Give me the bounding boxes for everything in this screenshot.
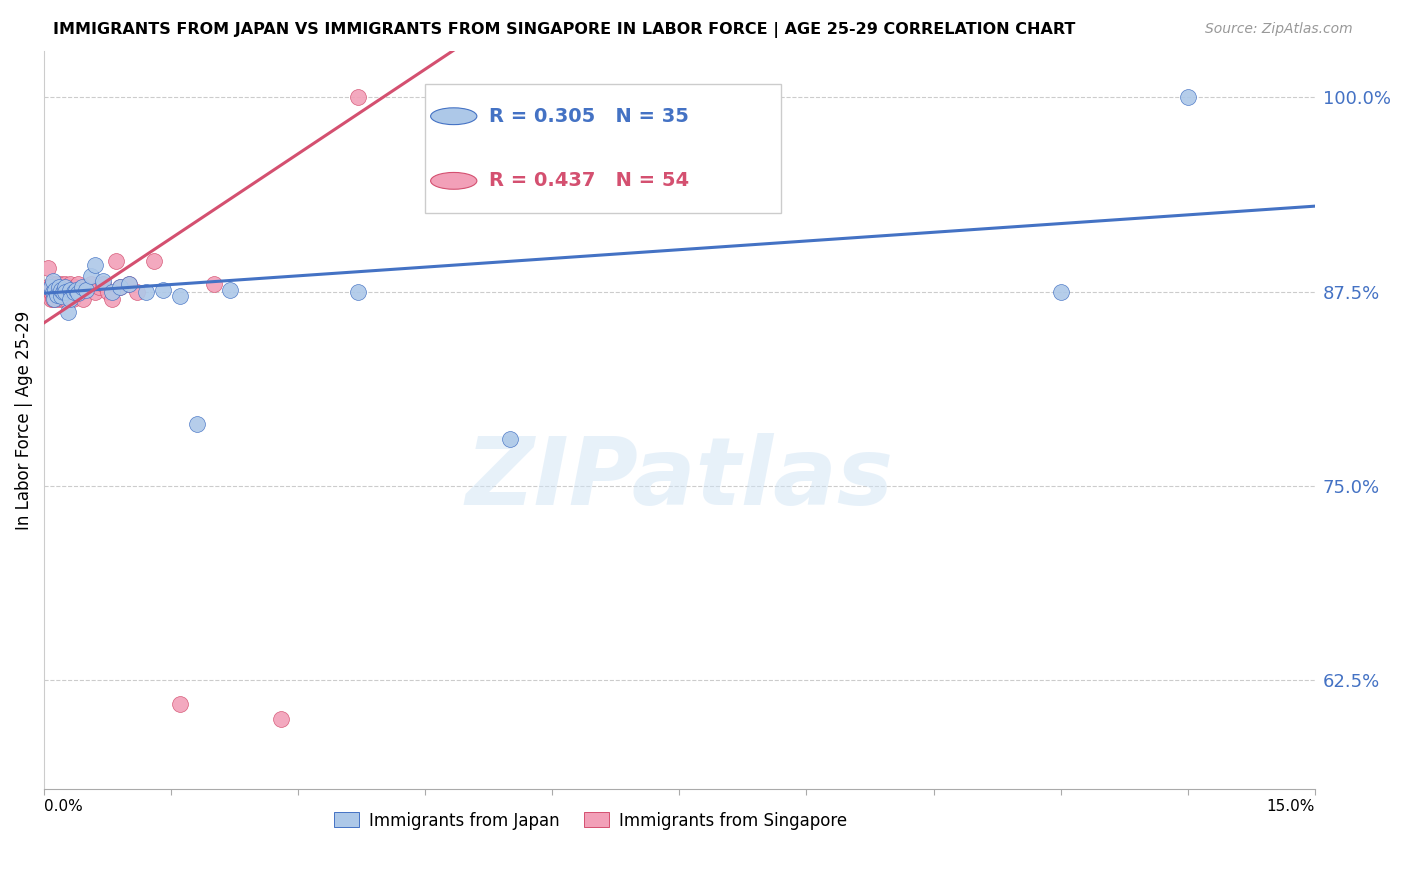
Point — [45, 280, 67, 294]
Point — [75, 283, 97, 297]
Point — [66, 286, 89, 301]
Point — [1177, 90, 1199, 104]
Point — [80, 269, 103, 284]
Point — [41, 280, 63, 294]
Point — [62, 285, 84, 299]
Point — [346, 285, 368, 299]
Point — [55, 293, 77, 307]
Point — [1049, 285, 1071, 299]
Point — [110, 280, 132, 294]
Point — [44, 285, 66, 299]
Point — [53, 285, 76, 299]
Point — [58, 277, 80, 291]
Point — [38, 285, 60, 299]
Point — [44, 293, 66, 307]
Point — [186, 417, 208, 431]
Point — [41, 285, 63, 299]
Point — [37, 261, 59, 276]
Text: 15.0%: 15.0% — [1267, 798, 1315, 814]
Point — [53, 280, 76, 294]
Point — [75, 280, 97, 294]
Point — [66, 277, 89, 291]
Point — [84, 258, 107, 272]
Point — [169, 697, 191, 711]
Point — [41, 285, 63, 299]
Legend: Immigrants from Japan, Immigrants from Singapore: Immigrants from Japan, Immigrants from S… — [328, 805, 853, 837]
Point — [49, 283, 72, 297]
Point — [53, 285, 76, 299]
Point — [52, 280, 75, 294]
Point — [105, 253, 128, 268]
Point — [56, 305, 79, 319]
Point — [169, 289, 191, 303]
Point — [63, 280, 86, 294]
Point — [80, 277, 103, 291]
Point — [97, 285, 120, 299]
Point — [39, 285, 62, 299]
Point — [118, 277, 141, 291]
Point — [152, 283, 174, 297]
Point — [135, 285, 157, 299]
Text: Source: ZipAtlas.com: Source: ZipAtlas.com — [1205, 22, 1353, 37]
Point — [46, 285, 69, 299]
Point — [219, 283, 242, 297]
Point — [51, 285, 73, 299]
Point — [72, 293, 94, 307]
Point — [35, 285, 58, 299]
Point — [56, 285, 79, 299]
Point — [48, 293, 70, 307]
Point — [101, 285, 124, 299]
Point — [65, 285, 87, 299]
Y-axis label: In Labor Force | Age 25-29: In Labor Force | Age 25-29 — [15, 310, 32, 530]
Point — [69, 285, 91, 299]
Point — [84, 285, 107, 299]
Text: 0.0%: 0.0% — [44, 798, 83, 814]
Point — [270, 712, 292, 726]
Point — [118, 277, 141, 291]
Point — [62, 293, 84, 307]
Point — [49, 289, 72, 303]
Point — [48, 280, 70, 294]
Point — [56, 280, 79, 294]
Point — [58, 293, 80, 307]
Point — [44, 283, 66, 297]
Point — [110, 280, 132, 294]
Point — [60, 285, 83, 299]
Text: ZIPatlas: ZIPatlas — [465, 433, 893, 525]
Text: IMMIGRANTS FROM JAPAN VS IMMIGRANTS FROM SINGAPORE IN LABOR FORCE | AGE 25-29 CO: IMMIGRANTS FROM JAPAN VS IMMIGRANTS FROM… — [53, 22, 1076, 38]
Point — [65, 283, 87, 297]
Point — [45, 277, 67, 291]
Point — [49, 277, 72, 291]
Point — [35, 280, 58, 294]
Point — [39, 280, 62, 294]
Point — [52, 293, 75, 307]
Point — [70, 280, 93, 294]
Point — [202, 277, 225, 291]
Point — [101, 293, 124, 307]
Point — [89, 280, 111, 294]
Point — [127, 285, 149, 299]
Point — [49, 285, 72, 299]
Point — [39, 280, 62, 294]
Point — [499, 433, 522, 447]
Point — [42, 285, 65, 299]
Point — [93, 274, 115, 288]
Point — [93, 277, 115, 291]
Point — [53, 277, 76, 291]
Point — [48, 280, 70, 294]
Point — [41, 274, 63, 288]
Point — [52, 285, 75, 299]
Point — [58, 283, 80, 297]
Point — [41, 277, 63, 291]
Point — [39, 293, 62, 307]
Point — [41, 293, 63, 307]
Point — [346, 90, 368, 104]
Point — [45, 287, 67, 301]
Point — [44, 293, 66, 307]
Point — [44, 280, 66, 294]
Point — [143, 253, 166, 268]
